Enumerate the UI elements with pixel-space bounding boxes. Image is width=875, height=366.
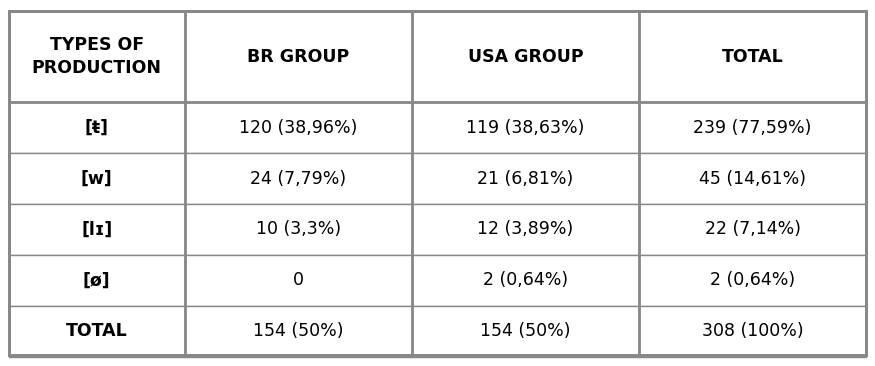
Text: BR GROUP: BR GROUP xyxy=(247,48,349,66)
Bar xyxy=(412,204,639,255)
Text: 10 (3,3%): 10 (3,3%) xyxy=(255,220,340,238)
Text: 0: 0 xyxy=(292,271,304,290)
Text: [ŧ]: [ŧ] xyxy=(85,119,108,137)
Text: TOTAL: TOTAL xyxy=(66,322,128,340)
Bar xyxy=(639,255,866,306)
Bar xyxy=(639,11,866,102)
Bar xyxy=(9,204,185,255)
Bar xyxy=(9,255,185,306)
Bar xyxy=(185,153,412,204)
Text: USA GROUP: USA GROUP xyxy=(467,48,584,66)
Text: 154 (50%): 154 (50%) xyxy=(253,322,343,340)
Bar xyxy=(639,204,866,255)
Bar xyxy=(185,102,412,153)
Bar xyxy=(185,11,412,102)
Text: 308 (100%): 308 (100%) xyxy=(702,322,803,340)
Bar xyxy=(412,102,639,153)
Bar xyxy=(412,11,639,102)
Text: 24 (7,79%): 24 (7,79%) xyxy=(250,169,346,187)
Text: 239 (77,59%): 239 (77,59%) xyxy=(694,119,812,137)
Text: [lɪ]: [lɪ] xyxy=(81,220,112,238)
Bar xyxy=(9,102,185,153)
Text: 45 (14,61%): 45 (14,61%) xyxy=(699,169,806,187)
Bar xyxy=(185,255,412,306)
Text: 119 (38,63%): 119 (38,63%) xyxy=(466,119,584,137)
Text: 12 (3,89%): 12 (3,89%) xyxy=(477,220,573,238)
Text: [ø]: [ø] xyxy=(83,271,110,290)
Bar xyxy=(412,306,639,357)
Bar xyxy=(9,153,185,204)
Text: 2 (0,64%): 2 (0,64%) xyxy=(710,271,795,290)
Bar xyxy=(639,102,866,153)
Text: 120 (38,96%): 120 (38,96%) xyxy=(239,119,357,137)
Bar xyxy=(185,306,412,357)
Bar xyxy=(412,153,639,204)
Bar xyxy=(9,306,185,357)
Bar xyxy=(412,255,639,306)
Bar xyxy=(9,11,185,102)
Bar xyxy=(639,153,866,204)
Bar xyxy=(639,306,866,357)
Text: [w]: [w] xyxy=(80,169,113,187)
Bar xyxy=(185,204,412,255)
Text: 21 (6,81%): 21 (6,81%) xyxy=(477,169,573,187)
Text: 22 (7,14%): 22 (7,14%) xyxy=(704,220,801,238)
Text: TYPES OF
PRODUCTION: TYPES OF PRODUCTION xyxy=(31,36,162,77)
Text: TOTAL: TOTAL xyxy=(722,48,783,66)
Text: 154 (50%): 154 (50%) xyxy=(480,322,570,340)
Text: 2 (0,64%): 2 (0,64%) xyxy=(483,271,568,290)
